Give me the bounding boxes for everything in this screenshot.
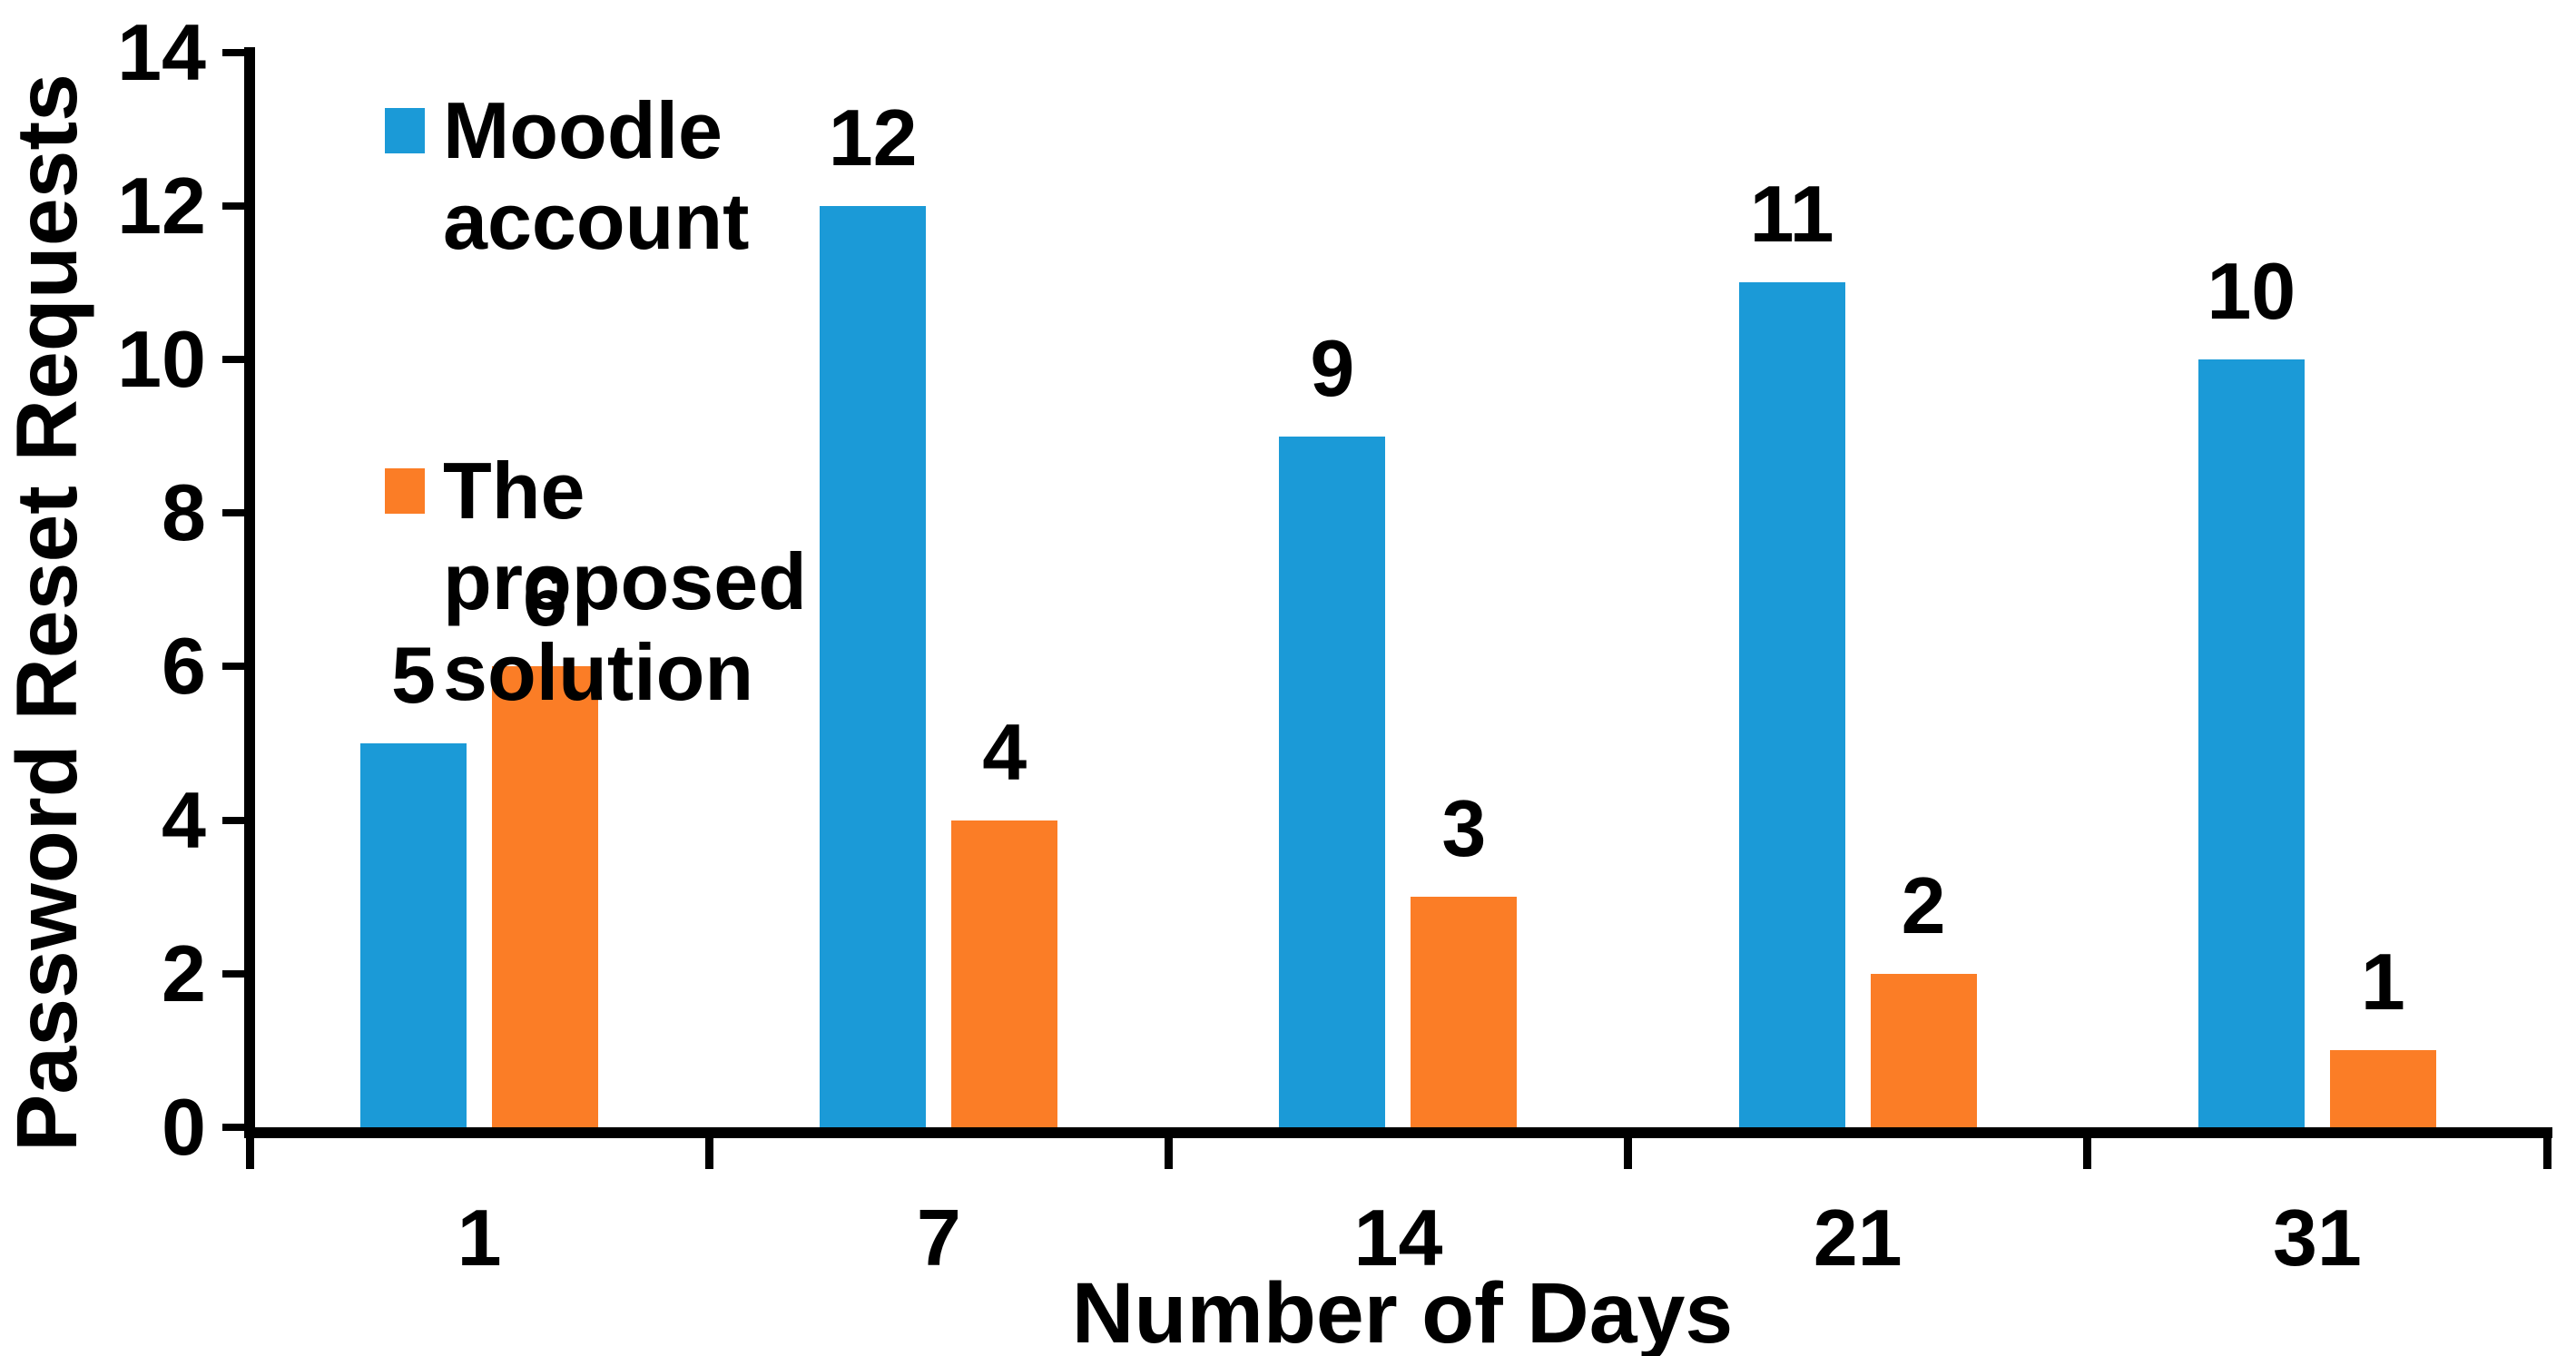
bar-value-label: 10 — [2207, 246, 2296, 336]
bar-value-label: 5 — [391, 630, 436, 720]
y-tick-label: 10 — [117, 314, 206, 404]
bar-value-label: 3 — [1441, 783, 1487, 874]
y-tick-mark — [222, 816, 244, 824]
bar-series2-14 — [1411, 897, 1518, 1127]
bar-series1-1 — [360, 743, 467, 1127]
bar-series1-31 — [2197, 359, 2305, 1127]
bar-value-label: 12 — [828, 92, 918, 182]
x-axis-title: Number of Days — [1071, 1265, 1734, 1356]
bar-value-label: 9 — [1310, 322, 1355, 413]
legend-label: Moodle account — [443, 85, 750, 266]
y-tick-label: 6 — [162, 621, 206, 712]
x-tick-label: 7 — [916, 1193, 961, 1282]
bar-value-label: 6 — [523, 553, 567, 644]
x-tick-mark — [245, 1138, 254, 1169]
legend: Moodle account The proposed solution — [385, 85, 833, 718]
bar-value-label: 1 — [2360, 937, 2405, 1027]
bar-series2-7 — [951, 820, 1058, 1127]
bar-series1-14 — [1279, 436, 1386, 1127]
y-tick-label: 14 — [117, 6, 206, 97]
x-tick-label: 14 — [1353, 1193, 1443, 1282]
y-tick-label: 2 — [162, 928, 206, 1018]
y-tick-mark — [222, 663, 244, 671]
y-tick-mark — [222, 201, 244, 210]
y-tick-mark — [222, 969, 244, 978]
legend-label: The proposed solution — [443, 446, 807, 717]
legend-marker-swatch — [385, 108, 425, 153]
x-tick-mark — [2083, 1138, 2092, 1169]
legend-marker-swatch — [385, 468, 425, 514]
y-tick-mark — [222, 356, 244, 363]
legend-entry: The proposed solution — [385, 446, 833, 718]
bar-value-label: 2 — [1901, 860, 1946, 950]
y-tick-label: 0 — [162, 1082, 206, 1172]
x-tick-mark — [1624, 1138, 1633, 1169]
x-tick-label: 31 — [2272, 1193, 2362, 1282]
y-axis-line — [244, 47, 255, 1138]
bar-series1-21 — [1738, 282, 1845, 1127]
x-tick-mark — [1164, 1138, 1173, 1169]
legend-entry: Moodle account — [385, 85, 833, 267]
x-tick-mark — [704, 1138, 713, 1169]
x-axis-line — [244, 1127, 2552, 1138]
x-tick-label: 21 — [1813, 1193, 1903, 1282]
y-tick-mark — [222, 1124, 244, 1131]
bar-series2-1 — [492, 666, 598, 1127]
y-tick-mark — [222, 48, 244, 56]
bar-series2-21 — [1870, 973, 1977, 1127]
y-tick-label: 12 — [117, 160, 206, 251]
bar-value-label: 11 — [1749, 169, 1834, 260]
bar-series2-31 — [2329, 1050, 2436, 1127]
y-tick-label: 8 — [162, 467, 206, 558]
y-tick-label: 4 — [162, 774, 206, 865]
x-tick-mark — [2542, 1138, 2551, 1169]
y-tick-mark — [222, 509, 244, 517]
bar-value-label: 4 — [982, 706, 1027, 797]
x-tick-label: 1 — [457, 1193, 502, 1282]
bar-series1-7 — [820, 205, 927, 1127]
